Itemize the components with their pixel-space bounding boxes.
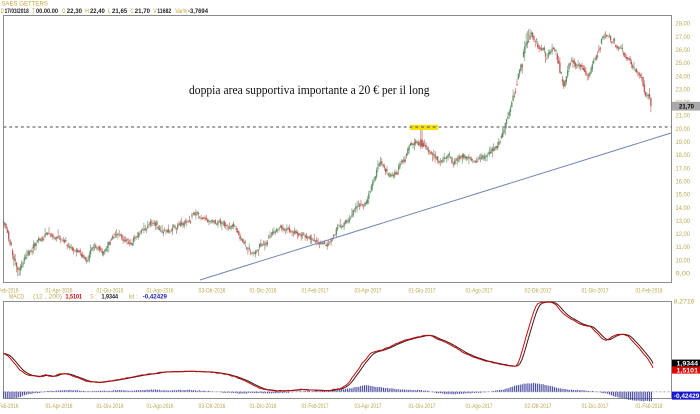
svg-text:01-Feb-2016: 01-Feb-2016: [0, 403, 19, 410]
svg-text:01-Ago-2016: 01-Ago-2016: [147, 403, 174, 410]
svg-text:S :: S :: [90, 294, 97, 301]
svg-text:10,00: 10,00: [676, 257, 691, 264]
svg-text:01-Apr-2016: 01-Apr-2016: [46, 288, 73, 295]
svg-text:D: D: [1, 8, 4, 15]
svg-text:C: C: [130, 8, 134, 15]
svg-text:03-Apr-2017: 03-Apr-2017: [355, 288, 382, 295]
svg-text:01-Feb-2018: 01-Feb-2018: [636, 288, 663, 295]
svg-text:00.00.00: 00.00.00: [36, 8, 58, 15]
svg-text:-0,42429: -0,42429: [674, 393, 700, 400]
svg-text:21,70: 21,70: [679, 104, 694, 111]
svg-text:MACD: MACD: [9, 294, 24, 301]
svg-text:O: O: [62, 8, 65, 15]
svg-text:19,00: 19,00: [676, 139, 691, 146]
svg-text:Ist :: Ist :: [129, 294, 138, 301]
svg-text:(12 , 200): (12 , 200): [33, 294, 62, 301]
svg-text:18,00: 18,00: [676, 152, 691, 159]
svg-text:16,00: 16,00: [676, 179, 691, 186]
svg-text:24,00: 24,00: [676, 73, 691, 80]
svg-text:21,00: 21,00: [676, 113, 691, 120]
svg-text:14,00: 14,00: [676, 205, 691, 212]
svg-text:21,70: 21,70: [135, 8, 151, 15]
svg-text:27,00: 27,00: [676, 34, 691, 41]
svg-text:22,40: 22,40: [90, 8, 105, 15]
svg-text:03-Ott-2016: 03-Ott-2016: [199, 288, 226, 295]
svg-text:15,00: 15,00: [676, 192, 691, 199]
svg-text:26,00: 26,00: [676, 47, 691, 54]
svg-text:01-Feb-2016: 01-Feb-2016: [0, 288, 19, 295]
svg-text:03-Apr-2017: 03-Apr-2017: [355, 403, 382, 410]
svg-text:01-Giu-2016: 01-Giu-2016: [97, 288, 124, 295]
svg-text:01-Feb-2018: 01-Feb-2018: [636, 403, 663, 410]
svg-text:01-Dic-2017: 01-Dic-2017: [582, 403, 609, 410]
svg-text:11682: 11682: [157, 8, 171, 15]
svg-text:8,2716: 8,2716: [674, 299, 695, 306]
svg-text:1,5101: 1,5101: [66, 294, 83, 301]
svg-text:-3,7694: -3,7694: [188, 8, 208, 15]
svg-text:1,5101: 1,5101: [677, 367, 699, 374]
svg-text:01-Giu-2017: 01-Giu-2017: [409, 403, 436, 410]
svg-text:T: T: [32, 8, 35, 15]
svg-text:01-Ago-2016: 01-Ago-2016: [147, 288, 174, 295]
svg-text:9,00: 9,00: [676, 271, 691, 278]
svg-text:H: H: [85, 8, 89, 15]
svg-text:01-Dic-2016: 01-Dic-2016: [250, 403, 277, 410]
svg-text:01-Ago-2017: 01-Ago-2017: [466, 403, 493, 410]
svg-text:01-Feb-2017: 01-Feb-2017: [302, 288, 329, 295]
svg-text:22,30: 22,30: [67, 8, 83, 15]
svg-text:25,00: 25,00: [676, 60, 691, 67]
svg-text:01-Giu-2017: 01-Giu-2017: [409, 288, 436, 295]
svg-text:17/03/2018: 17/03/2018: [5, 8, 30, 15]
svg-text:01-Dic-2016: 01-Dic-2016: [250, 288, 277, 295]
svg-text:12,00: 12,00: [676, 231, 691, 238]
svg-text:L: L: [108, 8, 111, 15]
svg-text:1,9344: 1,9344: [102, 294, 119, 301]
svg-text:28,00: 28,00: [676, 21, 691, 28]
svg-text:11,00: 11,00: [676, 244, 691, 251]
svg-text:Var%: Var%: [175, 8, 187, 15]
svg-text:01-Ago-2017: 01-Ago-2017: [466, 288, 493, 295]
svg-text:1,9344: 1,9344: [677, 360, 699, 367]
svg-text:-0,42429: -0,42429: [143, 294, 168, 301]
svg-text:13,00: 13,00: [676, 218, 691, 225]
svg-text:02-Ott-2017: 02-Ott-2017: [525, 288, 552, 295]
svg-text:02-Ott-2017: 02-Ott-2017: [525, 403, 552, 410]
svg-text:SAES GETTERS: SAES GETTERS: [1, 0, 48, 7]
svg-text:17,00: 17,00: [676, 165, 691, 172]
svg-text:03-Ott-2016: 03-Ott-2016: [199, 403, 226, 410]
svg-text:20,00: 20,00: [676, 126, 691, 133]
svg-text:01-Feb-2017: 01-Feb-2017: [302, 403, 329, 410]
svg-text:21,65: 21,65: [112, 8, 128, 15]
svg-text:doppia area supportiva importa: doppia area supportiva importante a 20 €…: [189, 83, 430, 97]
svg-text:23,00: 23,00: [676, 86, 691, 93]
svg-text:01-Dic-2017: 01-Dic-2017: [582, 288, 609, 295]
svg-text:01-Giu-2016: 01-Giu-2016: [97, 403, 124, 410]
svg-text:01-Apr-2016: 01-Apr-2016: [46, 403, 73, 410]
svg-text:V: V: [153, 8, 157, 15]
